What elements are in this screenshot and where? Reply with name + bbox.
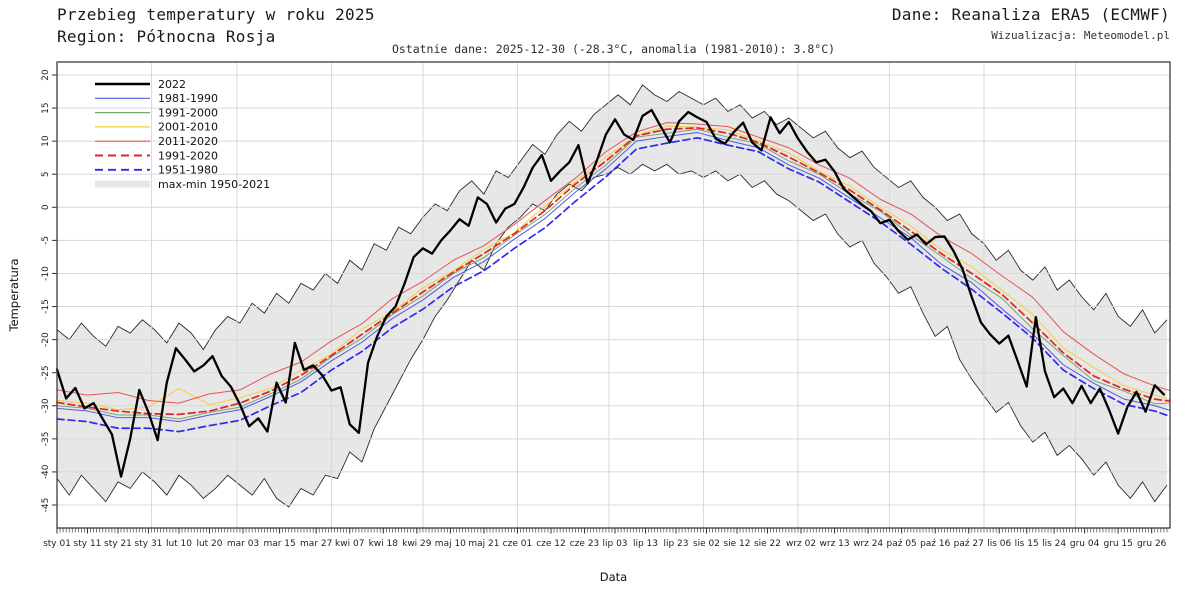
x-tick-label: mar 15 — [263, 539, 295, 549]
series-lines — [55, 108, 1171, 478]
x-tick-label: lis 15 — [1015, 539, 1039, 549]
x-tick-label: gru 04 — [1070, 539, 1100, 549]
grid — [57, 62, 1170, 528]
x-tick-label: gru 15 — [1103, 539, 1132, 549]
legend-label: 1991-2020 — [158, 149, 218, 162]
legend-item: 2001-2010 — [95, 121, 218, 134]
y-tick-label: -5 — [41, 236, 51, 245]
y-tick-label: 15 — [41, 102, 51, 113]
legend-item: 1991-2000 — [95, 106, 218, 119]
x-tick-label: mar 03 — [227, 539, 259, 549]
legend-item: max-min 1950-2021 — [95, 178, 270, 191]
last-data-subtitle: Ostatnie dane: 2025-12-30 (-28.3°C, anom… — [391, 42, 836, 56]
x-tick-label: lip 03 — [603, 539, 628, 549]
y-axis-title: Temperatura — [7, 258, 21, 332]
y-axis: 20 15 10 5 0 -5 -10 -15 -20 -25 -30 -35 -40 -45 — [41, 69, 57, 512]
x-tick-label: lip 23 — [663, 539, 688, 549]
x-tick-label: lip 13 — [633, 539, 658, 549]
x-tick-label: paź 16 — [920, 539, 951, 549]
y-tick-label: -15 — [41, 299, 51, 314]
legend-band-swatch — [95, 180, 150, 188]
series-1981-1990 — [56, 132, 1171, 423]
x-tick-label: maj 10 — [435, 539, 466, 549]
legend-label: 2022 — [158, 78, 186, 91]
x-tick-label: maj 21 — [468, 539, 499, 549]
x-tick-label: sty 31 — [135, 539, 163, 549]
x-tick-label: wrz 02 — [786, 539, 816, 549]
legend-label: 2001-2010 — [158, 121, 218, 134]
x-tick-label: cze 12 — [536, 539, 566, 549]
x-tick-label: sie 02 — [693, 539, 720, 549]
y-tick-label: -25 — [41, 365, 51, 380]
x-tick-label: lis 06 — [987, 539, 1011, 549]
x-axis-title: Data — [599, 570, 628, 584]
series-2001-2010 — [56, 125, 1171, 411]
x-tick-label: lut 20 — [196, 539, 222, 549]
x-tick-label: gru 26 — [1137, 539, 1167, 549]
legend-label: 2011-2020 — [158, 135, 218, 148]
legend-label: 1991-2000 — [158, 106, 218, 119]
x-tick-label: sty 11 — [74, 539, 102, 549]
region-subtitle: Region: Północna Rosja — [57, 27, 276, 46]
series-2022 — [55, 108, 1166, 478]
data-source: Dane: Reanaliza ERA5 (ECMWF) — [891, 5, 1170, 24]
visualization-credit: Wizualizacja: Meteomodel.pl — [991, 29, 1170, 42]
legend-item: 1951-1980 — [95, 164, 218, 177]
x-tick-label: cze 23 — [570, 539, 600, 549]
x-tick-label: sie 12 — [723, 539, 750, 549]
legend-item: 1981-1990 — [95, 92, 218, 105]
x-tick-label: kwi 18 — [369, 539, 399, 549]
y-tick-label: -45 — [41, 498, 51, 513]
band-max-line — [56, 84, 1168, 351]
y-tick-label: 5 — [41, 171, 51, 177]
band-min-line — [56, 163, 1168, 508]
x-tick-label: sie 22 — [754, 539, 781, 549]
x-tick-label: cze 01 — [503, 539, 533, 549]
y-tick-label: -35 — [41, 431, 51, 446]
y-tick-label: -10 — [41, 266, 51, 281]
plot-frame — [56, 61, 1171, 529]
series-2011-2020 — [56, 122, 1171, 404]
x-tick-label: lut 10 — [166, 539, 192, 549]
y-tick-label: 10 — [41, 135, 51, 147]
x-tick-label: sty 21 — [104, 539, 132, 549]
legend-label: max-min 1950-2021 — [158, 178, 270, 191]
y-tick-label: 20 — [41, 69, 51, 81]
y-tick-label: 0 — [41, 204, 51, 210]
legend-item: 2011-2020 — [95, 135, 218, 148]
x-tick-label: paź 05 — [887, 539, 917, 549]
y-tick-label: -40 — [41, 464, 51, 479]
page-title: Przebieg temperatury w roku 2025 — [57, 5, 375, 24]
series-1991-2000 — [56, 128, 1171, 420]
y-tick-label: -20 — [41, 332, 51, 347]
x-tick-label: kwi 29 — [402, 539, 432, 549]
x-tick-label: lis 24 — [1042, 539, 1066, 549]
series-1991-2020 — [56, 127, 1171, 416]
x-tick-label: kwi 07 — [335, 539, 364, 549]
legend-item: 2022 — [95, 78, 186, 91]
x-tick-label: wrz 24 — [853, 539, 883, 549]
x-tick-label: wrz 13 — [820, 539, 850, 549]
x-tick-label: paź 27 — [954, 539, 984, 549]
x-tick-label: mar 27 — [300, 539, 332, 549]
x-axis: sty 01 sty 11 sty 21 sty 31 lut 10 lut 20 mar … — [43, 528, 1168, 549]
legend-label: 1981-1990 — [158, 92, 218, 105]
x-tick-label: sty 01 — [43, 539, 71, 549]
y-tick-label: -30 — [41, 398, 51, 413]
legend-label: 1951-1980 — [158, 164, 218, 177]
legend-item: 1991-2020 — [95, 149, 218, 162]
